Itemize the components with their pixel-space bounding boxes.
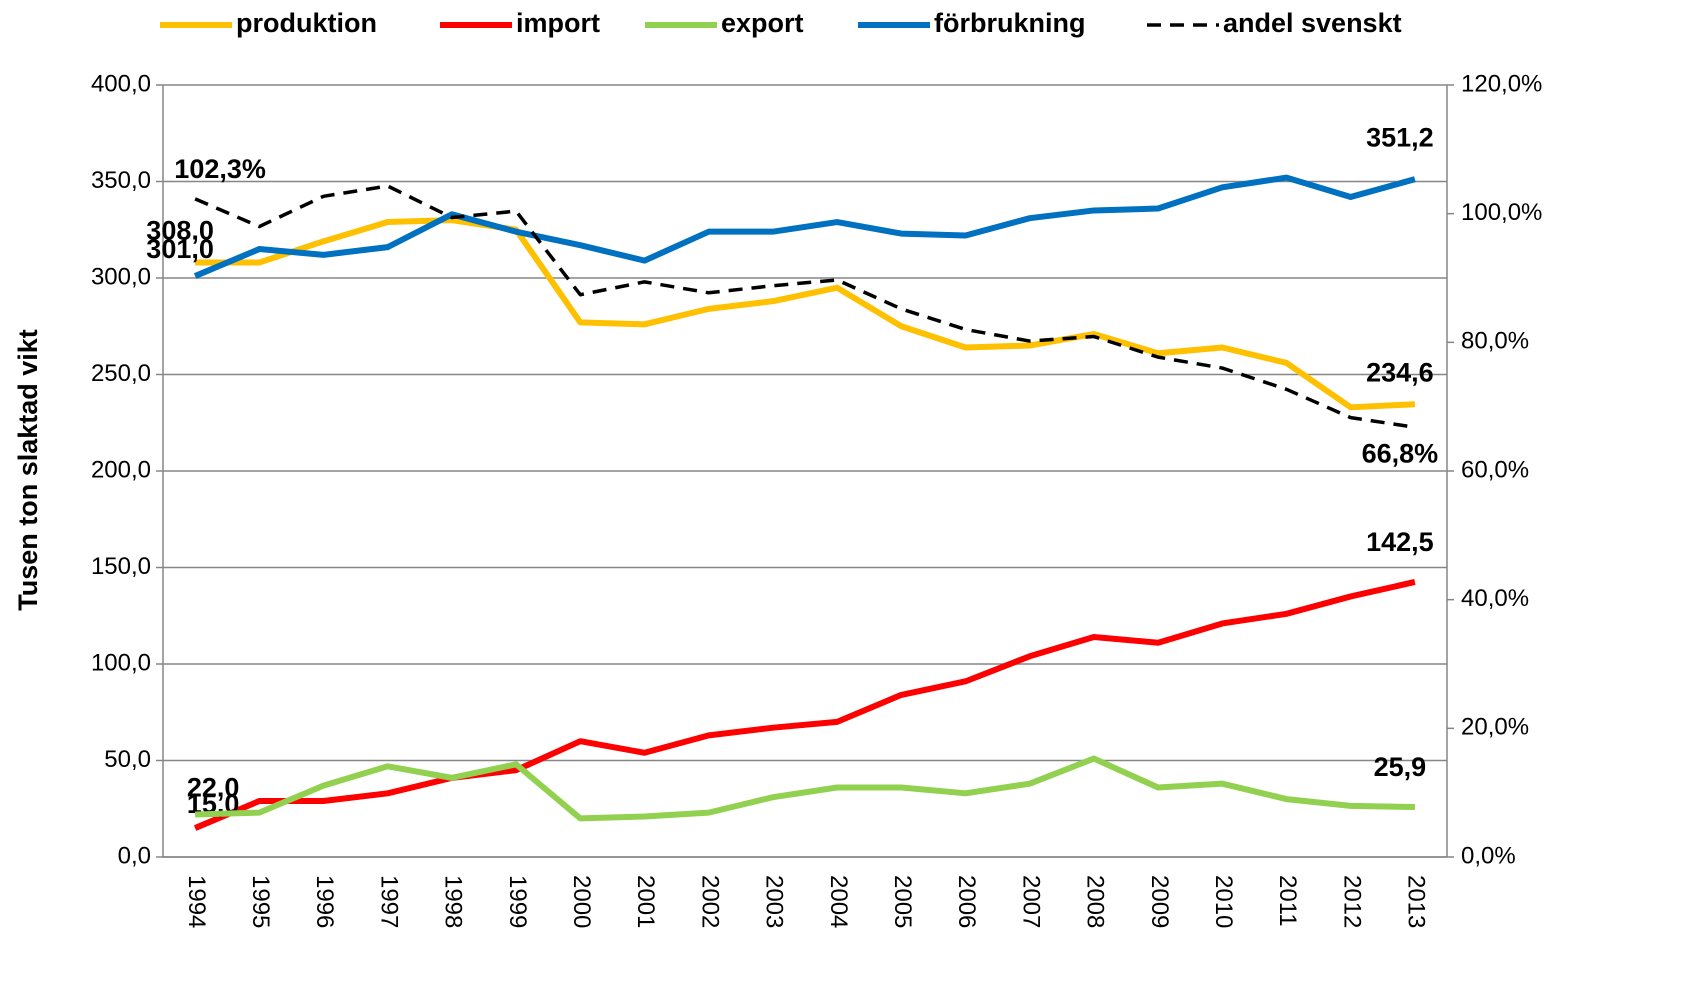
- y2-tick-label: 40,0%: [1461, 585, 1529, 612]
- x-tick-label: 1997: [375, 875, 402, 928]
- legend-label: import: [516, 8, 600, 38]
- data-label: 25,9: [1374, 752, 1427, 782]
- x-tick-label: 2006: [953, 875, 980, 928]
- data-label: 66,8%: [1362, 438, 1439, 468]
- data-label: 301,0: [146, 234, 214, 264]
- series-line: [193, 174, 1416, 279]
- legend-label: förbrukning: [934, 8, 1085, 38]
- y-tick-label: 200,0: [91, 456, 151, 483]
- x-tick-label: 2012: [1338, 875, 1365, 928]
- x-tick-label: 2002: [696, 875, 723, 928]
- y-tick-label: 300,0: [91, 263, 151, 290]
- x-tick-label: 2007: [1017, 875, 1044, 928]
- y2-tick-label: 120,0%: [1461, 70, 1542, 97]
- x-tick-label: 1998: [440, 875, 467, 928]
- data-label: 308,0: [146, 216, 214, 246]
- y-tick-label: 250,0: [91, 360, 151, 387]
- series-line: [195, 217, 1416, 411]
- y-tick-label: 350,0: [91, 167, 151, 194]
- legend-label: produktion: [236, 8, 377, 38]
- x-tick-label: 1995: [247, 875, 274, 928]
- y2-tick-label: 20,0%: [1461, 714, 1529, 741]
- y-axis-title: Tusen ton slaktad vikt: [13, 329, 43, 611]
- legend-label: export: [721, 8, 804, 38]
- x-tick-label: 2009: [1146, 875, 1173, 928]
- legend-label: andel svenskt: [1223, 8, 1402, 38]
- y2-tick-label: 80,0%: [1461, 328, 1529, 355]
- x-tick-label: 1999: [504, 875, 531, 928]
- x-tick-label: 2004: [825, 875, 852, 928]
- data-label: 351,2: [1366, 122, 1434, 152]
- x-tick-label: 2001: [632, 875, 659, 928]
- x-tick-label: 2010: [1210, 875, 1237, 928]
- x-tick-label: 2005: [889, 875, 916, 928]
- y-tick-label: 50,0: [104, 746, 151, 773]
- data-label: 234,6: [1366, 357, 1434, 387]
- y2-tick-label: 100,0%: [1461, 199, 1542, 226]
- x-tick-label: 2000: [568, 875, 595, 928]
- data-label: 142,5: [1366, 527, 1434, 557]
- series-line: [194, 184, 1416, 429]
- data-label: 22,0: [187, 773, 240, 803]
- series-line: [193, 579, 1416, 831]
- y-tick-label: 150,0: [91, 553, 151, 580]
- x-tick-label: 2013: [1403, 875, 1430, 928]
- y2-tick-label: 60,0%: [1461, 456, 1529, 483]
- series-line: [195, 755, 1415, 822]
- data-label: 102,3%: [174, 154, 266, 184]
- y-tick-label: 0,0: [118, 842, 151, 869]
- y-tick-label: 400,0: [91, 70, 151, 97]
- x-tick-label: 2008: [1082, 875, 1109, 928]
- x-tick-label: 2011: [1274, 875, 1301, 927]
- x-tick-label: 1994: [183, 875, 210, 928]
- y-tick-label: 100,0: [91, 649, 151, 676]
- x-tick-label: 1996: [311, 875, 338, 928]
- x-tick-label: 2003: [761, 875, 788, 928]
- y2-tick-label: 0,0%: [1461, 842, 1516, 869]
